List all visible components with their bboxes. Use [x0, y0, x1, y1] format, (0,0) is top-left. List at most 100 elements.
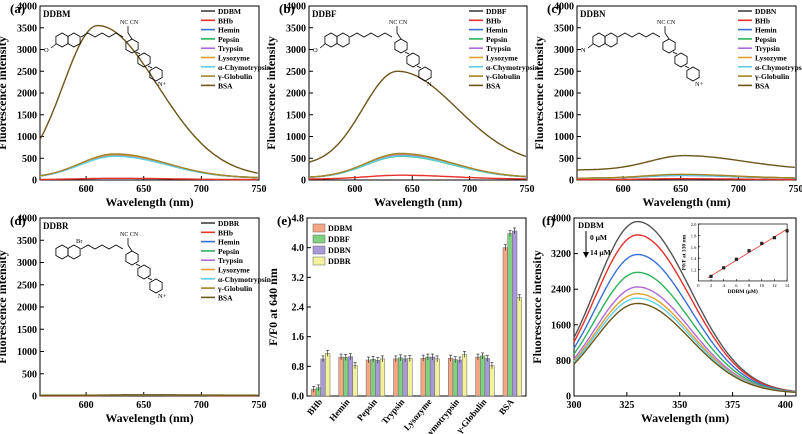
polyene-chain — [349, 32, 393, 38]
polyene-chain — [80, 32, 124, 38]
legend-label: DDBN — [755, 7, 777, 16]
bond — [672, 51, 678, 55]
series-line — [39, 153, 258, 179]
y-tick-label: 4.8 — [292, 214, 305, 225]
y-tick-label: 4000 — [554, 2, 574, 13]
ring — [674, 52, 688, 68]
y-tick-label: 3000 — [17, 45, 37, 56]
inset-point — [760, 241, 764, 245]
y-tick-label: 0 — [301, 176, 306, 187]
probe-label: DDBR — [43, 221, 69, 231]
bar — [347, 356, 354, 397]
y-tick-label: 0 — [32, 392, 37, 403]
x-tick-label: 600 — [79, 400, 94, 411]
donor-label: O — [313, 47, 318, 54]
donor-label: N — [581, 47, 586, 54]
y-tick-label: 500 — [22, 369, 37, 380]
x-tick-label: 750 — [789, 184, 802, 195]
legend-label: DDBF — [486, 7, 507, 16]
y-tick-label: 3000 — [17, 258, 37, 269]
bar — [475, 356, 481, 397]
bar — [402, 358, 408, 397]
legend-label: DDBF — [328, 235, 350, 244]
bar — [379, 358, 386, 397]
panel-f: 0 800 1600 2400 3200 4000 300 325 350 375 400 Wavel… — [530, 213, 797, 425]
bar — [489, 365, 495, 397]
ring — [604, 32, 618, 48]
inset-point — [747, 249, 751, 253]
legend-label: BHb — [218, 228, 233, 237]
series-line — [577, 173, 795, 179]
y-tick-label: 2000 — [17, 303, 37, 314]
ring-nitrogen-label: N+ — [158, 81, 167, 88]
bond — [50, 43, 57, 49]
inset-frame — [697, 223, 788, 282]
inset-x-label: DDBM (μM) — [728, 288, 758, 295]
donor-label: O — [44, 47, 49, 54]
series-line — [573, 220, 797, 393]
bar — [516, 297, 522, 397]
x-tick-label: 700 — [462, 184, 477, 195]
x-tick-label: 650 — [136, 400, 151, 411]
ring — [149, 66, 163, 82]
y-tick-label: 3500 — [17, 236, 37, 247]
y-axis-label: F/F0 at 640 nm — [266, 268, 280, 346]
legend-label: BHb — [486, 16, 501, 25]
inset-point — [785, 229, 789, 233]
legend-label: Hemin — [218, 26, 240, 35]
legend-label: α-Chymotrypsin — [218, 275, 272, 284]
bond — [404, 51, 410, 55]
inset-y-tick-label: 1.6 — [691, 245, 697, 250]
legend-label: DDBM — [328, 224, 353, 233]
bond — [587, 43, 594, 49]
annotation-end: 14 μM — [590, 248, 611, 257]
y-axis-label: Fluorescence intensity — [532, 36, 546, 149]
x-tick-label: 650 — [405, 184, 420, 195]
legend-label: Pepsin — [218, 35, 240, 44]
x-tick-label: 700 — [194, 184, 209, 195]
y-tick-label: 3.2 — [292, 273, 305, 284]
ring — [149, 278, 163, 294]
annotation-arrowhead — [583, 252, 589, 258]
panel-e: 0.0 0.8 1.6 2.4 3.2 4.0 4.8 F/F0 at 640 nm BHb He… — [266, 213, 527, 434]
y-axis-label: Fluorescence intensity — [530, 250, 544, 363]
bond — [135, 51, 141, 55]
plot-frame — [39, 217, 260, 397]
series-line — [308, 152, 526, 178]
bar — [325, 353, 331, 397]
legend-label: BSA — [218, 293, 233, 302]
legend-label: Trypsin — [218, 44, 244, 53]
x-tick-label: 700 — [194, 400, 209, 411]
y-tick-label: 1.6 — [292, 332, 305, 343]
inset-y-tick-label: 2.0 — [691, 222, 697, 227]
category-label: BSA — [497, 396, 516, 416]
legend-label: γ-Globulin — [485, 72, 521, 81]
x-axis-label: Wavelength (nm) — [642, 195, 730, 209]
x-axis-label: Wavelength (nm) — [374, 195, 462, 209]
legend-label: Trypsin — [755, 44, 781, 53]
category-label: BHb — [305, 397, 324, 417]
y-tick-label: 4000 — [17, 214, 37, 225]
legend-label: α-Chymotrypsin — [755, 63, 802, 72]
y-tick-label: 3000 — [286, 45, 306, 56]
y-tick-label: 1000 — [286, 132, 306, 143]
y-tick-label: 1500 — [17, 110, 37, 121]
legend-label: BSA — [486, 81, 501, 90]
series-line — [577, 154, 795, 171]
annotation-title: DDBM — [578, 220, 604, 230]
y-axis-label: Fluorescence intensity — [0, 36, 9, 149]
probe-label: DDBN — [580, 9, 606, 19]
nitrile-label: NC CN — [120, 20, 139, 26]
bar — [420, 357, 426, 397]
y-tick-label: 500 — [559, 154, 574, 165]
annotation-start: 0 μM — [590, 233, 607, 242]
category-label: Trypsin — [380, 397, 407, 426]
inset-y-tick-label: 1.8 — [691, 233, 697, 238]
bond — [319, 43, 326, 49]
y-tick-label: 0.0 — [292, 392, 305, 403]
bar — [429, 356, 436, 397]
x-tick-label: 750 — [252, 184, 267, 195]
y-tick-label: 3500 — [554, 23, 574, 34]
y-tick-label: 3500 — [286, 23, 306, 34]
